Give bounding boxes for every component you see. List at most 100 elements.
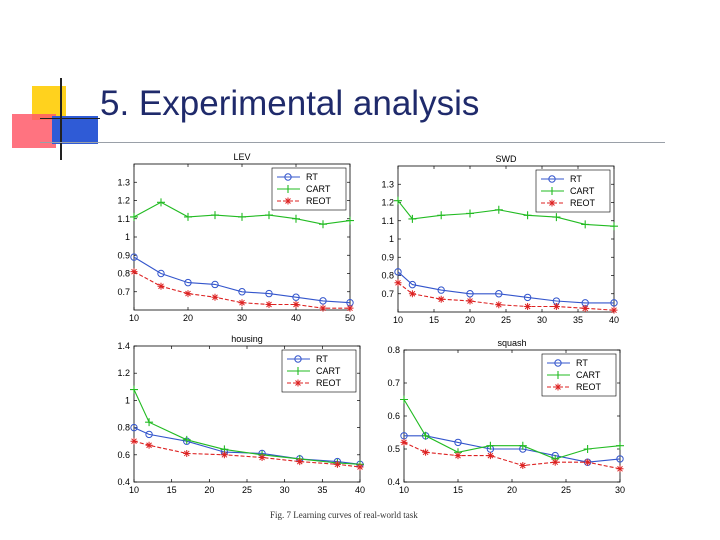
y-tick-label: 0.5 [387, 444, 400, 454]
data-point-rt [130, 253, 138, 261]
legend-label: CART [306, 184, 331, 194]
x-tick-label: 30 [615, 485, 625, 495]
data-point-reot [220, 451, 228, 459]
data-point-cart [408, 214, 417, 223]
legend: RT CART REOT [541, 353, 617, 397]
chart-lev: LEV 0.7 0.8 0.9 1 1.1 1.2 1.3 10 20 30 40 50 RT CART RE… [117, 152, 355, 323]
y-tick-label: 0.4 [387, 477, 400, 487]
data-point-reot [519, 462, 527, 469]
x-tick-label: 35 [317, 485, 327, 495]
y-tick-label: 1.2 [381, 198, 394, 208]
data-point-reot [584, 458, 592, 466]
data-point-cart [523, 211, 532, 220]
x-tick-label: 20 [507, 485, 517, 495]
data-point-reot [184, 290, 192, 298]
deco-line-horizontal [40, 118, 100, 119]
legend: RT CART REOT [535, 169, 611, 213]
data-point-cart [130, 385, 138, 394]
chart-title: LEV [233, 152, 250, 162]
data-point-reot [524, 303, 532, 311]
y-tick-label: 1 [125, 232, 130, 242]
data-point-reot [466, 297, 474, 305]
data-point-cart [437, 211, 446, 220]
y-tick-label: 0.8 [117, 423, 130, 433]
x-tick-label: 30 [237, 313, 247, 323]
legend-label: RT [316, 354, 328, 364]
data-point-reot [319, 304, 327, 312]
series-cart [400, 395, 624, 463]
x-tick-label: 50 [345, 313, 355, 323]
data-point-cart [211, 211, 219, 220]
data-point-cart [486, 441, 495, 450]
y-tick-label: 1.3 [117, 177, 130, 187]
data-point-reot [145, 441, 153, 449]
x-tick-label: 20 [204, 485, 214, 495]
data-point-rt [495, 290, 503, 298]
series-cart [130, 198, 354, 229]
y-tick-label: 0.8 [117, 269, 130, 279]
x-tick-label: 25 [242, 485, 252, 495]
series-reot [130, 268, 354, 312]
data-point-reot [551, 458, 559, 466]
y-tick-label: 0.9 [381, 252, 394, 262]
data-point-reot [454, 452, 462, 460]
x-tick-label: 10 [129, 485, 139, 495]
data-point-cart [157, 198, 165, 207]
data-point-reot [495, 301, 503, 309]
data-point-cart [319, 220, 327, 229]
x-tick-label: 25 [561, 485, 571, 495]
data-point-reot [581, 304, 589, 312]
data-point-cart [145, 418, 154, 427]
x-tick-label: 25 [501, 315, 511, 325]
x-tick-label: 10 [129, 313, 139, 323]
y-tick-label: 1.2 [117, 196, 130, 206]
y-tick-label: 0.8 [387, 345, 400, 355]
legend-marker-reot [294, 379, 302, 387]
data-point-rt [184, 278, 192, 287]
data-point-rt [157, 269, 165, 278]
y-tick-label: 0.7 [381, 289, 394, 299]
data-point-reot [422, 448, 430, 456]
x-tick-label: 15 [453, 485, 463, 495]
legend-label: REOT [570, 198, 596, 208]
data-point-rt [292, 293, 300, 301]
figure-caption: Fig. 7 Learning curves of real-world tas… [270, 510, 418, 520]
series-line-reot [133, 440, 361, 468]
x-tick-label: 20 [465, 315, 475, 325]
series-line-rt [133, 256, 351, 304]
data-point-reot [265, 301, 273, 309]
data-point-cart [184, 212, 192, 221]
chart-title: squash [497, 338, 526, 348]
legend-label: CART [570, 186, 595, 196]
data-point-rt [610, 299, 618, 307]
data-point-cart [400, 395, 408, 404]
legend-marker-cart [548, 187, 556, 195]
data-point-cart [292, 214, 300, 223]
deco-square-blue [52, 116, 98, 144]
data-point-reot [130, 268, 138, 276]
data-point-cart [552, 213, 561, 222]
data-point-reot [296, 458, 304, 466]
data-point-reot [211, 293, 219, 301]
data-point-reot [437, 295, 445, 303]
x-tick-label: 15 [167, 485, 177, 495]
series-line-cart [133, 389, 361, 465]
data-point-cart [346, 216, 354, 225]
y-tick-label: 0.7 [117, 287, 130, 297]
data-point-rt [319, 297, 327, 305]
y-tick-label: 1 [389, 234, 394, 244]
data-point-reot [610, 306, 618, 314]
data-point-rt [130, 423, 138, 432]
data-point-cart [616, 441, 624, 450]
data-point-reot [486, 452, 494, 460]
data-point-reot [346, 304, 354, 312]
series-cart [394, 196, 618, 231]
legend-label: RT [576, 358, 588, 368]
y-tick-label: 1.3 [381, 179, 394, 189]
x-tick-label: 30 [280, 485, 290, 495]
data-point-rt [238, 288, 246, 296]
series-reot [400, 438, 624, 473]
data-point-reot [183, 449, 191, 457]
data-point-reot [552, 303, 560, 311]
series-line-cart [403, 399, 621, 460]
